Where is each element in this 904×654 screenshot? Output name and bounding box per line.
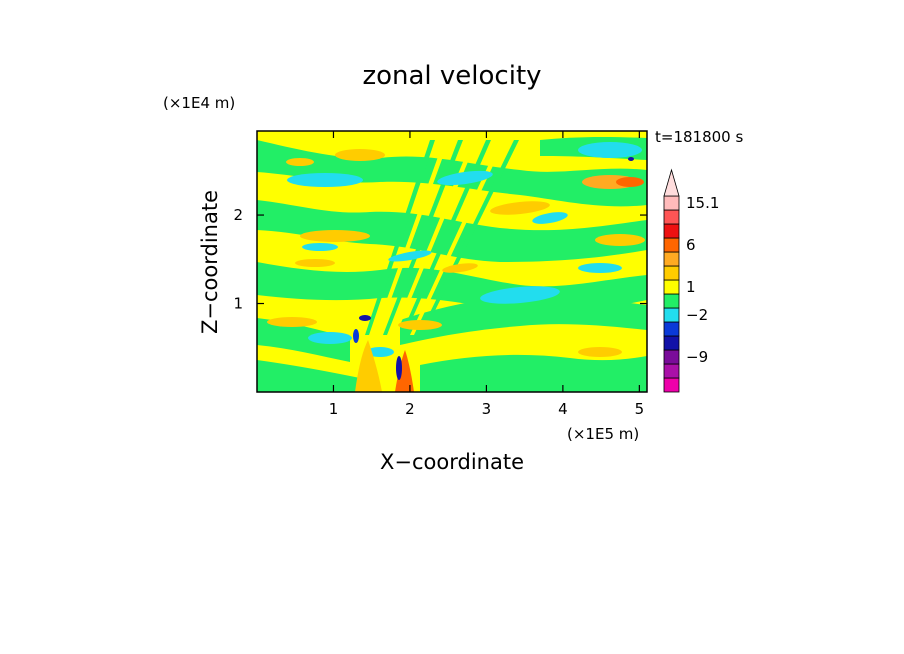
x-axis-ticks: 1 2 3 4 5 — [329, 131, 644, 418]
x-axis-title: X−coordinate — [380, 450, 524, 474]
x-tick-label: 3 — [482, 400, 492, 418]
colorbar-band — [663, 349, 680, 365]
colorbar-band — [663, 293, 680, 309]
colorbar-label: 6 — [686, 236, 696, 254]
field-wave-beam — [401, 140, 491, 335]
field-contour — [257, 360, 360, 392]
velocity-field — [257, 136, 647, 392]
field-contour — [257, 200, 647, 262]
colorbar-band — [663, 377, 680, 393]
colorbar-band — [663, 195, 680, 211]
colorbar-band — [663, 209, 680, 225]
field-contour — [335, 149, 385, 161]
field-contour — [595, 234, 645, 246]
field-wave-beam — [365, 140, 435, 335]
field-contour — [267, 317, 317, 327]
field-contour — [437, 170, 493, 186]
colorbar-band — [663, 363, 680, 379]
colorbar-extend-arrow — [663, 168, 680, 197]
field-contour — [353, 329, 359, 343]
colorbar-band — [663, 307, 680, 323]
field-contour — [420, 354, 647, 392]
colorbar-band — [663, 223, 680, 239]
x-tick-label: 5 — [635, 400, 645, 418]
y-axis-title: Z−coordinate — [198, 190, 222, 334]
field-contour — [480, 286, 560, 304]
plot-frame — [256, 130, 648, 393]
colorbar-band — [663, 279, 680, 295]
x-tick-label: 1 — [329, 400, 339, 418]
field-contour — [388, 250, 432, 262]
field-wave-beam — [410, 140, 505, 335]
field-contour — [355, 340, 382, 392]
colorbar-band — [663, 335, 680, 351]
colorbar-label: −9 — [686, 348, 708, 366]
field-contour — [616, 177, 644, 187]
x-tick-label: 2 — [405, 400, 415, 418]
field-contour — [295, 259, 335, 267]
field-contour — [287, 173, 363, 187]
y-unit-label: (×1E4 m) — [163, 94, 235, 112]
field-contour — [396, 356, 402, 380]
x-unit-label: (×1E5 m) — [567, 425, 639, 443]
field-wave-beam — [392, 140, 477, 335]
field-contour — [442, 263, 478, 273]
field-contour — [257, 318, 350, 362]
field-wave-beam — [383, 140, 463, 335]
field-contour — [400, 293, 647, 345]
field-contour — [395, 350, 414, 392]
y-tick-label: 1 — [233, 295, 243, 313]
x-tick-label: 4 — [558, 400, 568, 418]
field-contour — [257, 140, 647, 207]
field-contour — [300, 230, 370, 242]
field-contour — [578, 263, 622, 273]
field-contour — [402, 379, 406, 391]
colorbar: −9 −2 1 6 15.1 — [663, 168, 719, 393]
colorbar-label: 1 — [686, 278, 696, 296]
time-label: t=181800 s — [655, 128, 743, 146]
y-tick-label: 2 — [233, 206, 243, 224]
field-wave-beam — [374, 140, 449, 335]
field-contour — [398, 320, 442, 330]
field-contour — [490, 201, 550, 215]
field-contour — [286, 158, 314, 166]
colorbar-band — [663, 237, 680, 253]
colorbar-band — [663, 251, 680, 267]
chart-title: zonal velocity — [362, 61, 541, 91]
field-contour — [578, 347, 622, 357]
colorbar-label: 15.1 — [686, 194, 719, 212]
field-contour — [532, 212, 568, 224]
y-axis-ticks: 12 — [233, 206, 647, 313]
field-contour — [302, 243, 338, 251]
field-contour — [578, 142, 642, 158]
colorbar-band — [663, 321, 680, 337]
field-contour — [366, 347, 394, 357]
colorbar-label: −2 — [686, 306, 708, 324]
field-contour — [308, 332, 352, 344]
field-contour — [359, 315, 371, 321]
colorbar-band — [663, 265, 680, 281]
field-wave-beam — [419, 140, 519, 335]
field-contour — [628, 157, 634, 161]
